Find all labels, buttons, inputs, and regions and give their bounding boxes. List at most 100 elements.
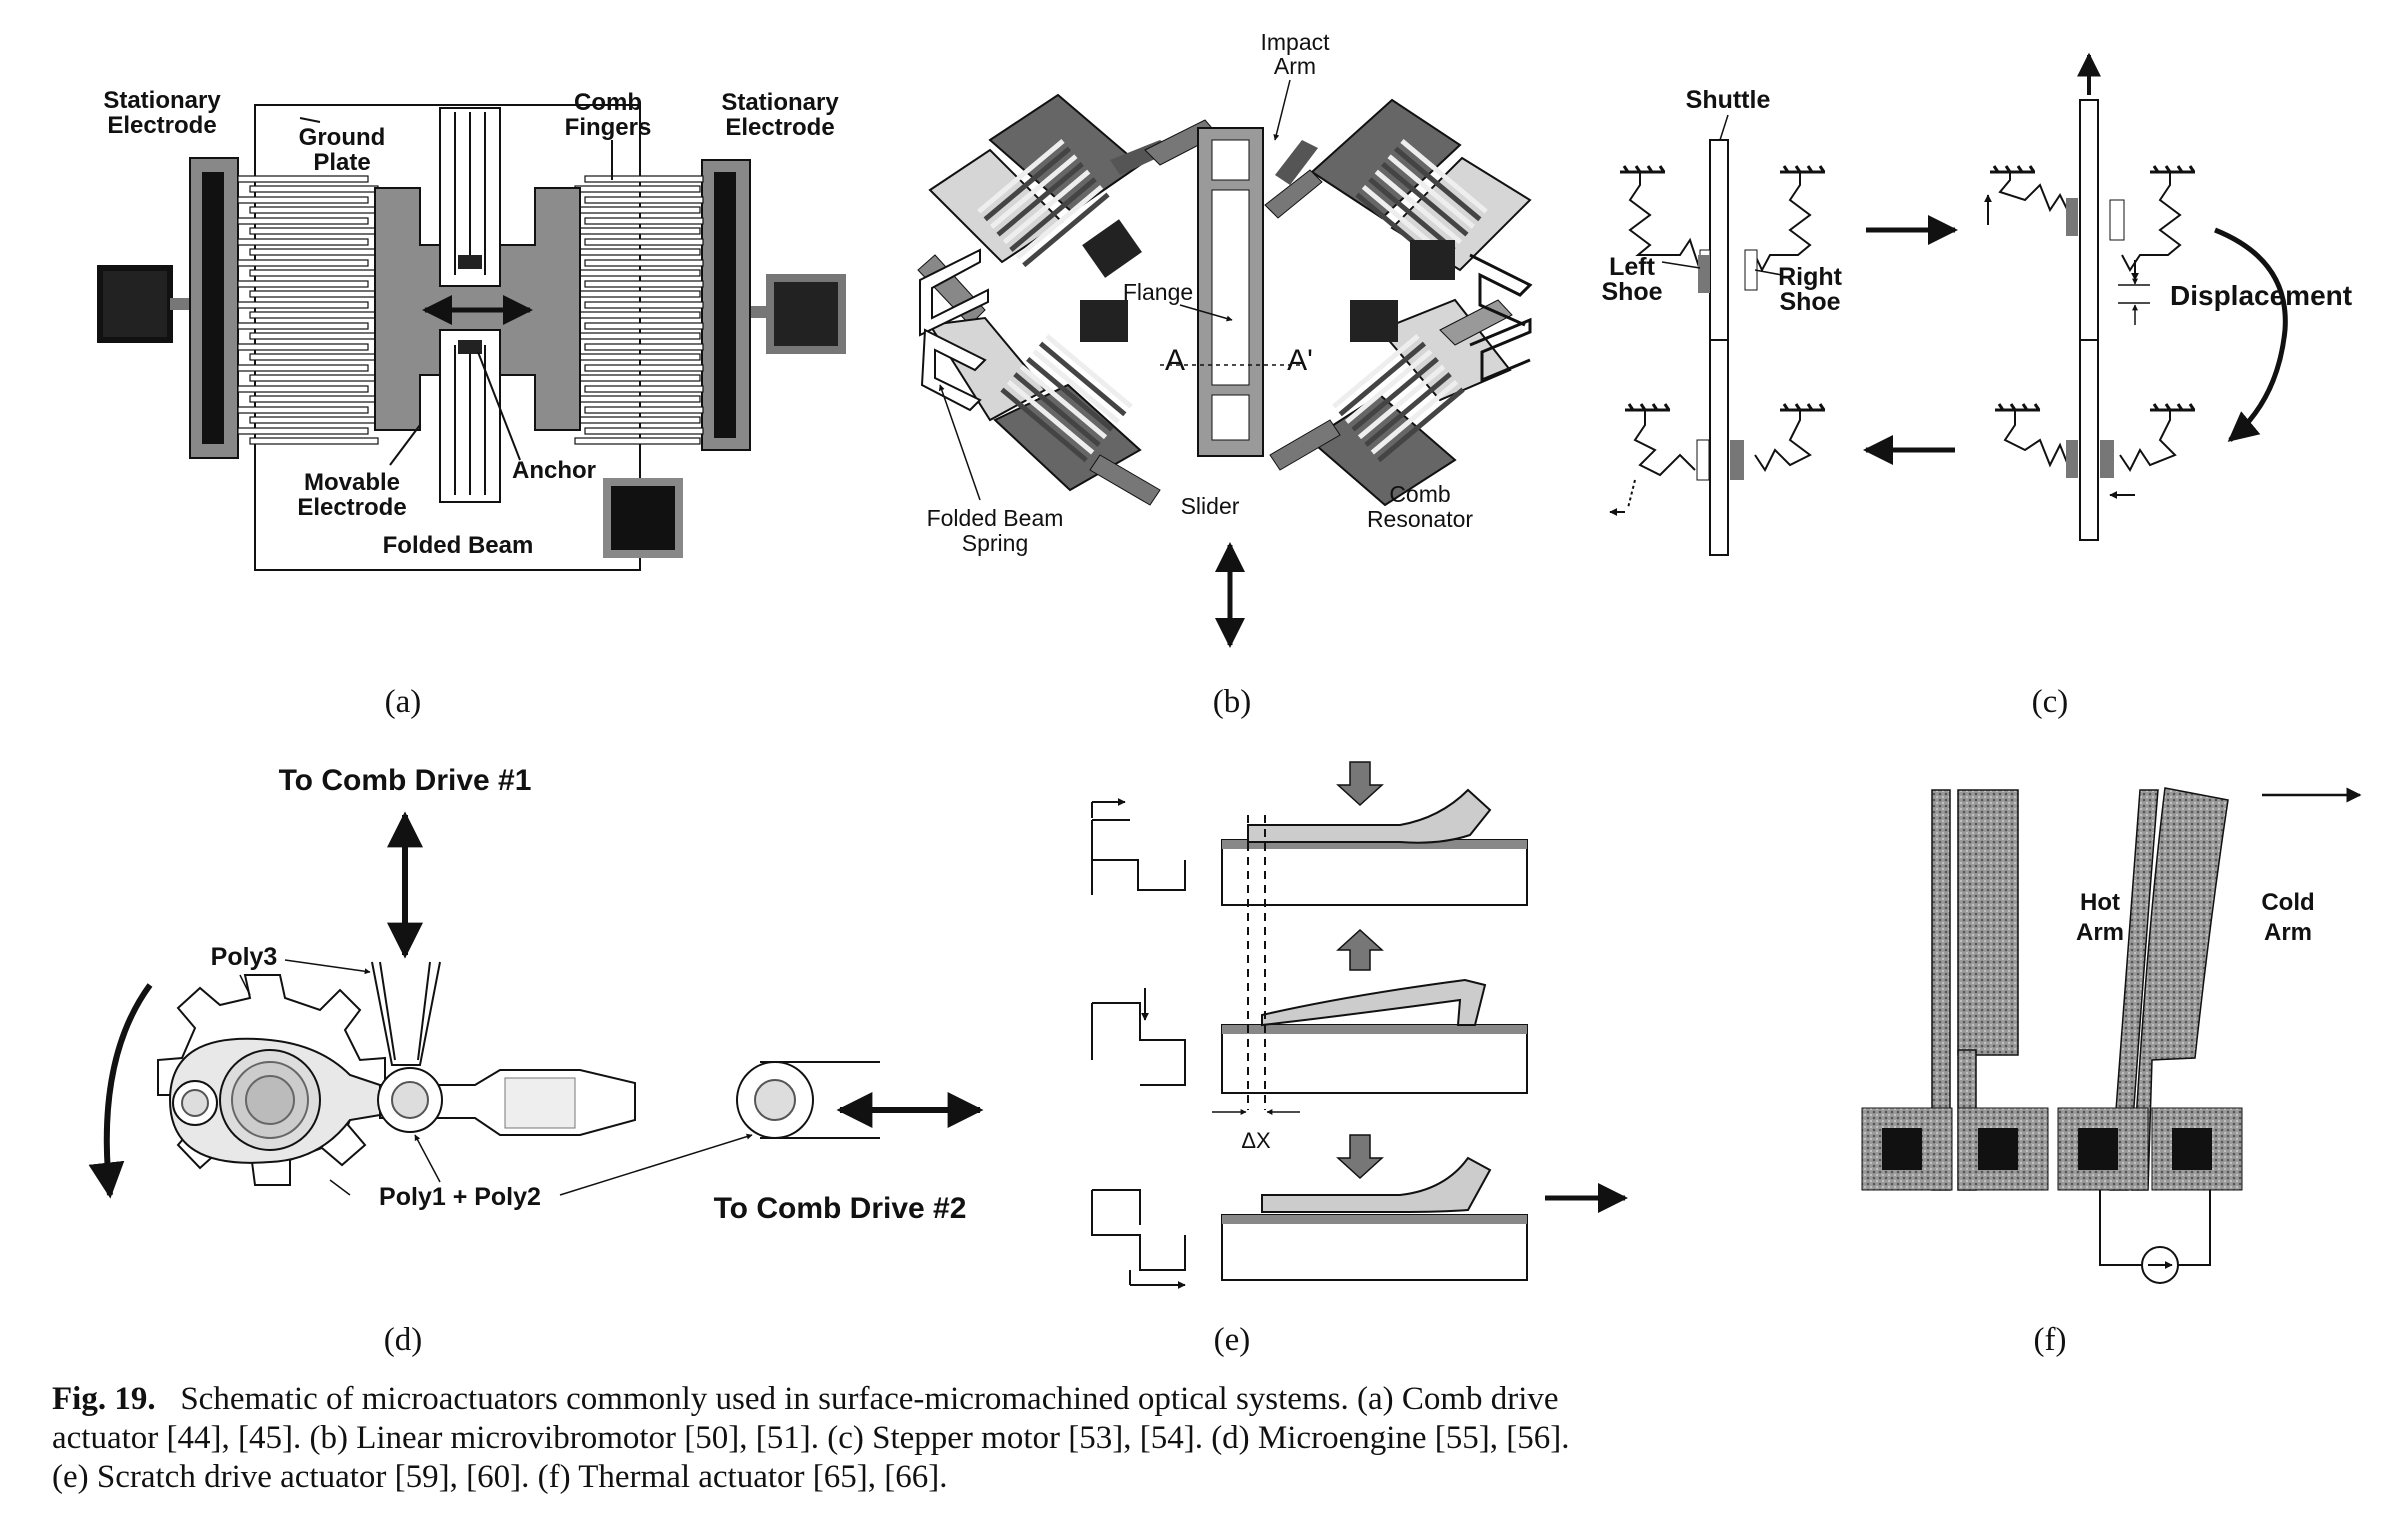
comb-finger (996, 161, 1084, 237)
poly3-arm (371, 961, 441, 1066)
folded-beam-spring-br (1469, 317, 1532, 383)
waveform-2 (1091, 988, 1186, 1086)
comb-finger (1381, 161, 1469, 237)
comb-finger (1026, 356, 1114, 432)
force-arrow-down-2 (1336, 1134, 1384, 1180)
comb-finger (990, 154, 1078, 229)
comb-finger (237, 322, 369, 330)
label-to-comb-drive-2: To Comb Drive #2 (714, 1192, 967, 1225)
label-ground-plate: Ground (299, 124, 386, 151)
comb-finger (237, 217, 369, 225)
panel-e-scratch-drive: ΔX (e) (1091, 761, 1628, 1358)
comb-finger (574, 353, 701, 361)
panel-letter-e: (e) (1214, 1322, 1251, 1358)
comb-finger (1006, 379, 1095, 455)
comb-finger (237, 238, 369, 246)
comb-finger (584, 259, 704, 267)
comb-finger (249, 311, 379, 319)
comb-finger (1345, 349, 1433, 424)
label-folded-beam-spring: Folded Beam (927, 505, 1064, 531)
comb-finger (249, 395, 379, 403)
comb-finger (237, 406, 369, 414)
label-left-shoe: Left (1609, 253, 1656, 281)
comb-finger (237, 259, 369, 267)
comb-finger (1022, 192, 1110, 268)
comb-finger (584, 343, 704, 351)
label-stationary-electrode-left: Stationary (103, 87, 221, 114)
current-source-wire (2099, 1190, 2211, 1266)
comb-finger (1400, 139, 1488, 214)
comb-finger (1377, 387, 1465, 463)
panel-f-thermal-actuator: Hot Arm Cold Arm (f) (1861, 787, 2362, 1358)
comb-finger (1013, 372, 1101, 447)
comb-finger (237, 175, 369, 183)
comb-finger (574, 332, 701, 340)
label-stationary-electrode-right: Stationary (721, 89, 839, 116)
comb-finger (1387, 154, 1475, 229)
figure-caption: Fig. 19. Schematic of microactuators com… (52, 1380, 1582, 1497)
comb-finger (1000, 387, 1088, 463)
label-a-prime: A' (1287, 344, 1313, 377)
comb-fingers (1000, 334, 1133, 463)
comb-finger (1351, 356, 1439, 432)
comb-finger (237, 280, 369, 288)
comb-finger (1393, 146, 1482, 222)
comb-finger (1364, 372, 1452, 447)
caption-text: Schematic of microactuators commonly use… (52, 1381, 1570, 1495)
cold-arm-straight (1957, 789, 2019, 1056)
label-delta-x: ΔX (1241, 1128, 1271, 1153)
label-slider: Slider (1181, 493, 1240, 519)
caption-figure-number: Fig. 19. (52, 1381, 156, 1417)
comb-finger (584, 406, 704, 414)
comb-finger (574, 374, 701, 382)
comb-finger (584, 364, 704, 372)
label-movable-electrode: Movable (304, 469, 400, 496)
comb-finger (1332, 334, 1420, 409)
folded-beam-spring-tr (1469, 253, 1533, 327)
comb-finger (249, 206, 379, 214)
comb-finger (574, 248, 701, 256)
comb-finger (574, 227, 701, 235)
comb-finger (1368, 177, 1456, 252)
comb-finger (574, 395, 701, 403)
scratch-plate-3 (1261, 1156, 1492, 1213)
stepper-state-3 (1995, 339, 2196, 541)
label-a: A (1165, 344, 1185, 377)
comb-finger (249, 248, 379, 256)
comb-finger (249, 332, 379, 340)
rotation-arrow (88, 983, 153, 1199)
comb-finger (1019, 364, 1108, 440)
label-anchor: Anchor (512, 457, 596, 484)
substrate-3 (1221, 1214, 1528, 1281)
stepper-state-4 (1609, 339, 1826, 556)
comb-finger (1009, 177, 1097, 252)
flange (1211, 189, 1250, 386)
label-comb-resonator: Comb (1389, 481, 1450, 507)
comb-finger (249, 416, 379, 424)
label-comb-fingers: Comb (574, 89, 642, 116)
comb-finger (977, 139, 1065, 214)
pad-right (766, 274, 846, 354)
comb-finger (237, 385, 369, 393)
comb-finger (584, 385, 704, 393)
label-impact-arm: Impact (1260, 29, 1330, 55)
folded-beam-spring-tl (919, 248, 989, 337)
comb-finger (1038, 341, 1127, 417)
pad-left (97, 265, 173, 343)
panel-letter-b: (b) (1213, 684, 1251, 720)
force-arrow-up (1336, 928, 1384, 971)
comb-resonator-top-right (1264, 98, 1532, 280)
panel-letter-d: (d) (384, 1322, 422, 1358)
comb-fingers (977, 139, 1110, 268)
comb-finger (1032, 349, 1120, 424)
comb-finger (249, 374, 379, 382)
label-cold-arm: Cold (2261, 889, 2314, 916)
comb-fingers (237, 175, 704, 445)
comb-finger (237, 364, 369, 372)
